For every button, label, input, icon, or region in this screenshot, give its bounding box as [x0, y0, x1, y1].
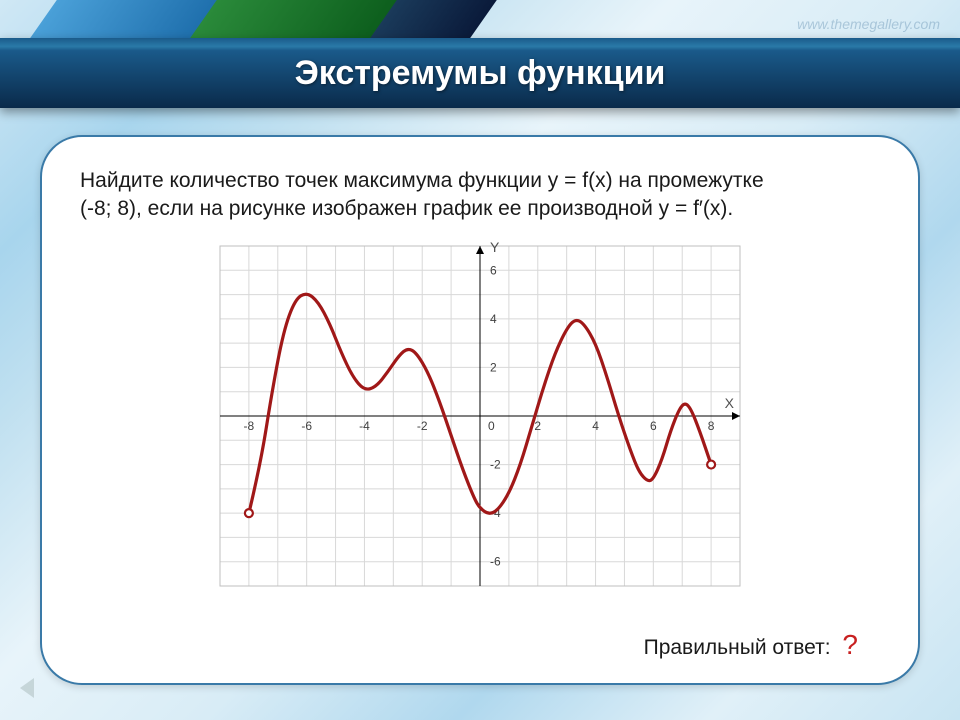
answer-value: ? — [842, 629, 858, 660]
svg-text:-6: -6 — [301, 419, 312, 433]
content-card: Найдите количество точек максимума функц… — [40, 135, 920, 685]
svg-text:2: 2 — [534, 419, 541, 433]
svg-text:4: 4 — [592, 419, 599, 433]
back-arrow-icon — [20, 678, 34, 698]
svg-text:6: 6 — [650, 419, 657, 433]
chart-container: -8-6-4-22468-6-4-22460XY — [80, 236, 880, 596]
derivative-chart: -8-6-4-22468-6-4-22460XY — [210, 236, 750, 596]
svg-text:-4: -4 — [359, 419, 370, 433]
svg-text:6: 6 — [490, 263, 497, 277]
answer-label: Правильный ответ: — [644, 636, 831, 659]
slide-title: Экстремумы функции — [295, 54, 666, 93]
problem-line-2: (-8; 8), если на рисунке изображен графи… — [80, 197, 733, 220]
svg-text:X: X — [725, 395, 735, 411]
svg-text:2: 2 — [490, 360, 497, 374]
answer-row: Правильный ответ: ? — [644, 629, 858, 661]
title-band: Экстремумы функции — [0, 38, 960, 108]
svg-text:-2: -2 — [490, 457, 501, 471]
watermark-text: www.themegallery.com — [797, 16, 940, 32]
svg-text:-2: -2 — [417, 419, 428, 433]
svg-text:4: 4 — [490, 312, 497, 326]
svg-text:-8: -8 — [244, 419, 255, 433]
problem-line-1: Найдите количество точек максимума функц… — [80, 169, 764, 192]
problem-text: Найдите количество точек максимума функц… — [80, 167, 880, 224]
svg-text:0: 0 — [488, 419, 495, 433]
svg-text:8: 8 — [708, 419, 715, 433]
svg-text:-6: -6 — [490, 554, 501, 568]
svg-text:Y: Y — [490, 239, 500, 255]
